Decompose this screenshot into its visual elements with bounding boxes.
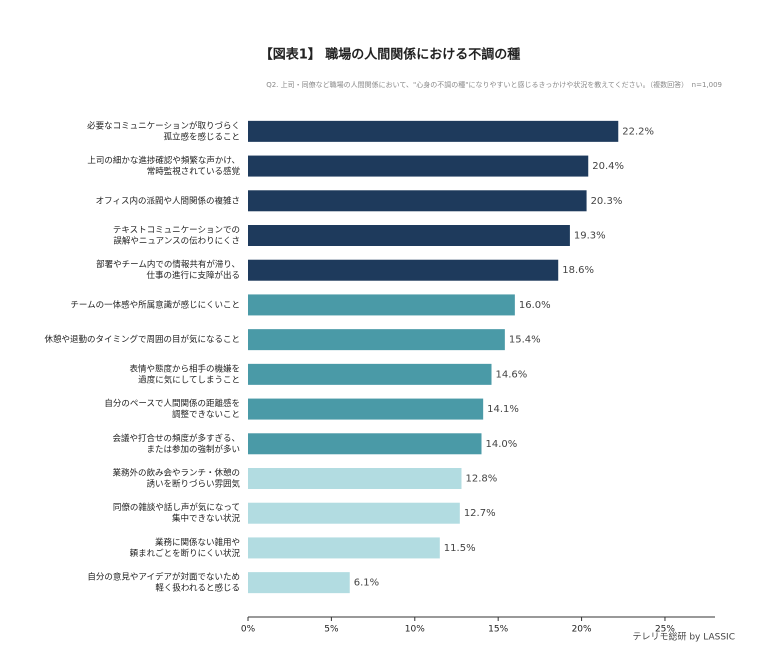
source: テレリモ総研 by LASSIC <box>632 631 735 643</box>
bar <box>248 259 559 281</box>
bar <box>248 433 482 455</box>
category-label: オフィス内の派閥や人間関係の複雑さ <box>96 195 240 206</box>
chart-subtitle: Q2. 上司・同僚など職場の人間関係において、"心身の不調の種"になりやすいと感… <box>266 80 722 89</box>
x-tick-label: 0% <box>241 625 256 635</box>
value-label: 15.4% <box>509 335 541 346</box>
category-label: 業務外の飲み会やランチ・休憩の <box>112 468 240 479</box>
value-label: 12.8% <box>465 474 497 485</box>
bar <box>248 294 515 316</box>
bar <box>248 537 440 559</box>
category-label: 調整できないこと <box>172 409 240 420</box>
value-label: 20.4% <box>592 161 624 172</box>
x-tick-label: 5% <box>324 625 339 635</box>
value-label: 22.2% <box>622 126 654 137</box>
category-label: 必要なコミュニケーションが取りづらく <box>87 120 240 131</box>
category-label: 過度に気にしてしまうこと <box>138 374 240 385</box>
bar <box>248 468 462 489</box>
category-label: または参加の強制が多い <box>146 444 240 455</box>
x-tick-label: 10% <box>405 625 425 635</box>
bar <box>248 398 484 420</box>
category-label: 自分の意見やアイデアが対面でないため <box>87 572 240 583</box>
value-label: 14.0% <box>486 439 518 450</box>
value-label: 18.6% <box>562 265 594 276</box>
value-label: 14.1% <box>487 404 519 415</box>
category-label: 誤解やニュアンスの伝わりにくさ <box>113 236 240 247</box>
value-label: 11.5% <box>444 543 476 554</box>
category-label: テキストコミュニケーションでの <box>113 226 240 236</box>
bar <box>248 329 505 351</box>
x-tick-label: 15% <box>488 625 508 635</box>
bar <box>248 502 460 524</box>
category-label: 孤立感を感じること <box>163 131 240 142</box>
value-label: 6.1% <box>354 578 379 589</box>
category-label: 部署やチーム内での情報共有が滞り、 <box>96 259 240 270</box>
category-label: 誘いを断りづらい雰囲気 <box>146 479 240 490</box>
category-label: 会議や打合せの頻度が多すぎる、 <box>112 433 240 444</box>
x-tick-label: 25% <box>655 625 675 635</box>
x-tick-label: 20% <box>572 625 592 635</box>
category-label: 常時監視されている感覚 <box>147 166 241 177</box>
bar <box>248 190 587 212</box>
category-label: 休憩や退勤のタイミングで周囲の目が気になること <box>44 334 240 345</box>
category-label: チームの一体感や所属意識が感じにくいこと <box>70 299 240 310</box>
bar <box>248 155 589 177</box>
category-label: 表情や態度から相手の機嫌を <box>129 363 240 374</box>
bar <box>248 120 619 142</box>
category-label: 集中できない状況 <box>172 513 241 524</box>
category-label: 頼まれごとを断りにくい状況 <box>130 548 241 559</box>
chart-title: 【図表1】 職場の人間関係における不調の種 <box>260 47 521 63</box>
value-label: 19.3% <box>574 231 606 242</box>
category-label: 同僚の雑談や話し声が気になって <box>113 502 240 513</box>
value-label: 16.0% <box>519 300 551 311</box>
category-label: 軽く扱われると感じる <box>155 583 240 594</box>
value-label: 20.3% <box>591 196 623 207</box>
value-label: 14.6% <box>496 369 528 380</box>
bar <box>248 225 570 246</box>
category-label: 自分のペースで人間関係の距離感を <box>104 398 240 409</box>
category-label: 業務に関係ない雑用や <box>155 537 240 548</box>
value-label: 12.7% <box>464 508 496 519</box>
category-label: 仕事の進行に支障が出る <box>146 270 240 281</box>
category-label: 上司の細かな進捗確認や頻繁な声かけ、 <box>87 155 240 166</box>
bar <box>248 572 350 594</box>
bar <box>248 363 492 385</box>
